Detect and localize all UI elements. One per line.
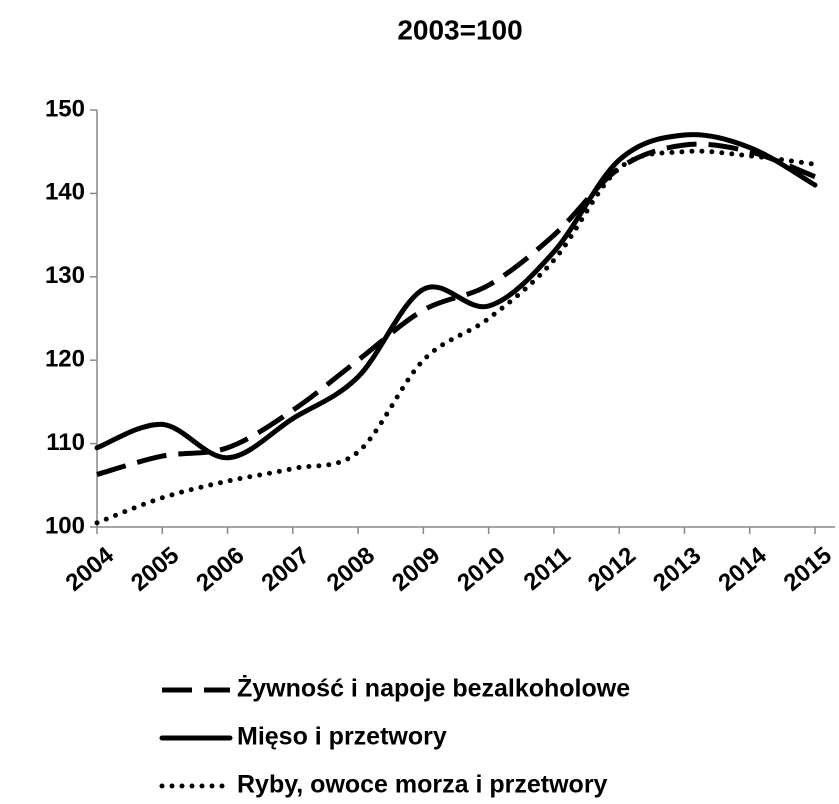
x-tick-label: 2014 — [713, 541, 772, 596]
legend-label: Żywność i napoje bezalkoholowe — [237, 675, 630, 703]
y-tick-label: 110 — [46, 429, 85, 456]
series-line — [94, 148, 818, 526]
x-tick-label: 2015 — [779, 542, 837, 597]
legend-label: Mięso i przetwory — [237, 723, 447, 751]
series-line — [96, 141, 816, 477]
legend-label: Ryby, owoce morza i przetwory — [237, 771, 608, 799]
chart-title: 2003=100 — [397, 14, 522, 45]
x-tick-label: 2012 — [583, 542, 641, 597]
x-tick-label: 2008 — [322, 542, 380, 597]
y-tick-label: 140 — [45, 179, 85, 206]
x-tick-label: 2013 — [648, 542, 706, 597]
x-tick-label: 2010 — [452, 542, 510, 597]
series-line — [94, 132, 818, 461]
y-tick-label: 130 — [45, 262, 85, 289]
y-tick-label: 120 — [45, 346, 85, 373]
x-tick-label: 2011 — [519, 542, 576, 596]
y-tick-label: 100 — [45, 512, 85, 539]
x-tick-label: 2005 — [126, 542, 184, 597]
x-tick-label: 2007 — [256, 542, 314, 597]
x-tick-label: 2004 — [61, 541, 120, 596]
y-tick-label: 150 — [45, 95, 85, 122]
x-tick-label: 2006 — [191, 542, 249, 597]
x-tick-label: 2009 — [387, 542, 445, 597]
